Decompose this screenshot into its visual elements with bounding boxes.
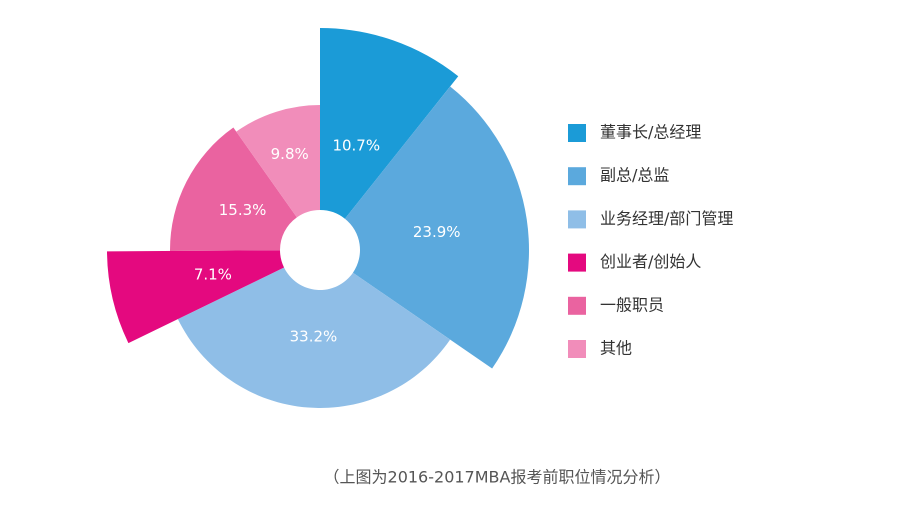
- pie-slice: [177, 267, 451, 408]
- pie-slice: [320, 28, 459, 219]
- legend-label: 董事长/总经理: [600, 123, 701, 142]
- legend-swatch: [568, 167, 586, 186]
- legend-label: 副总/总监: [600, 166, 669, 185]
- legend-swatch: [568, 210, 586, 229]
- slice-label: 23.9%: [413, 223, 461, 241]
- pie-slice: [107, 250, 285, 344]
- pie-slice: [170, 127, 297, 251]
- legend-swatch: [568, 124, 586, 142]
- legend-swatch: [568, 296, 586, 315]
- legend-label: 创业者/创始人: [600, 252, 701, 271]
- legend-swatch: [568, 253, 586, 272]
- slice-label: 15.3%: [219, 201, 267, 219]
- slice-label: 10.7%: [332, 137, 380, 155]
- slice-label: 9.8%: [271, 145, 309, 163]
- slice-label: 33.2%: [290, 327, 338, 345]
- slice-label: 7.1%: [194, 266, 232, 284]
- pie-slice: [236, 105, 320, 218]
- caption: （上图为2016-2017MBA报考前职位情况分析）: [324, 468, 671, 487]
- legend-swatch: [568, 340, 586, 358]
- legend-label: 业务经理/部门管理: [600, 209, 733, 228]
- legend-label: 一般职员: [600, 295, 664, 314]
- pie-slice: [344, 86, 529, 369]
- legend-label: 其他: [600, 339, 632, 358]
